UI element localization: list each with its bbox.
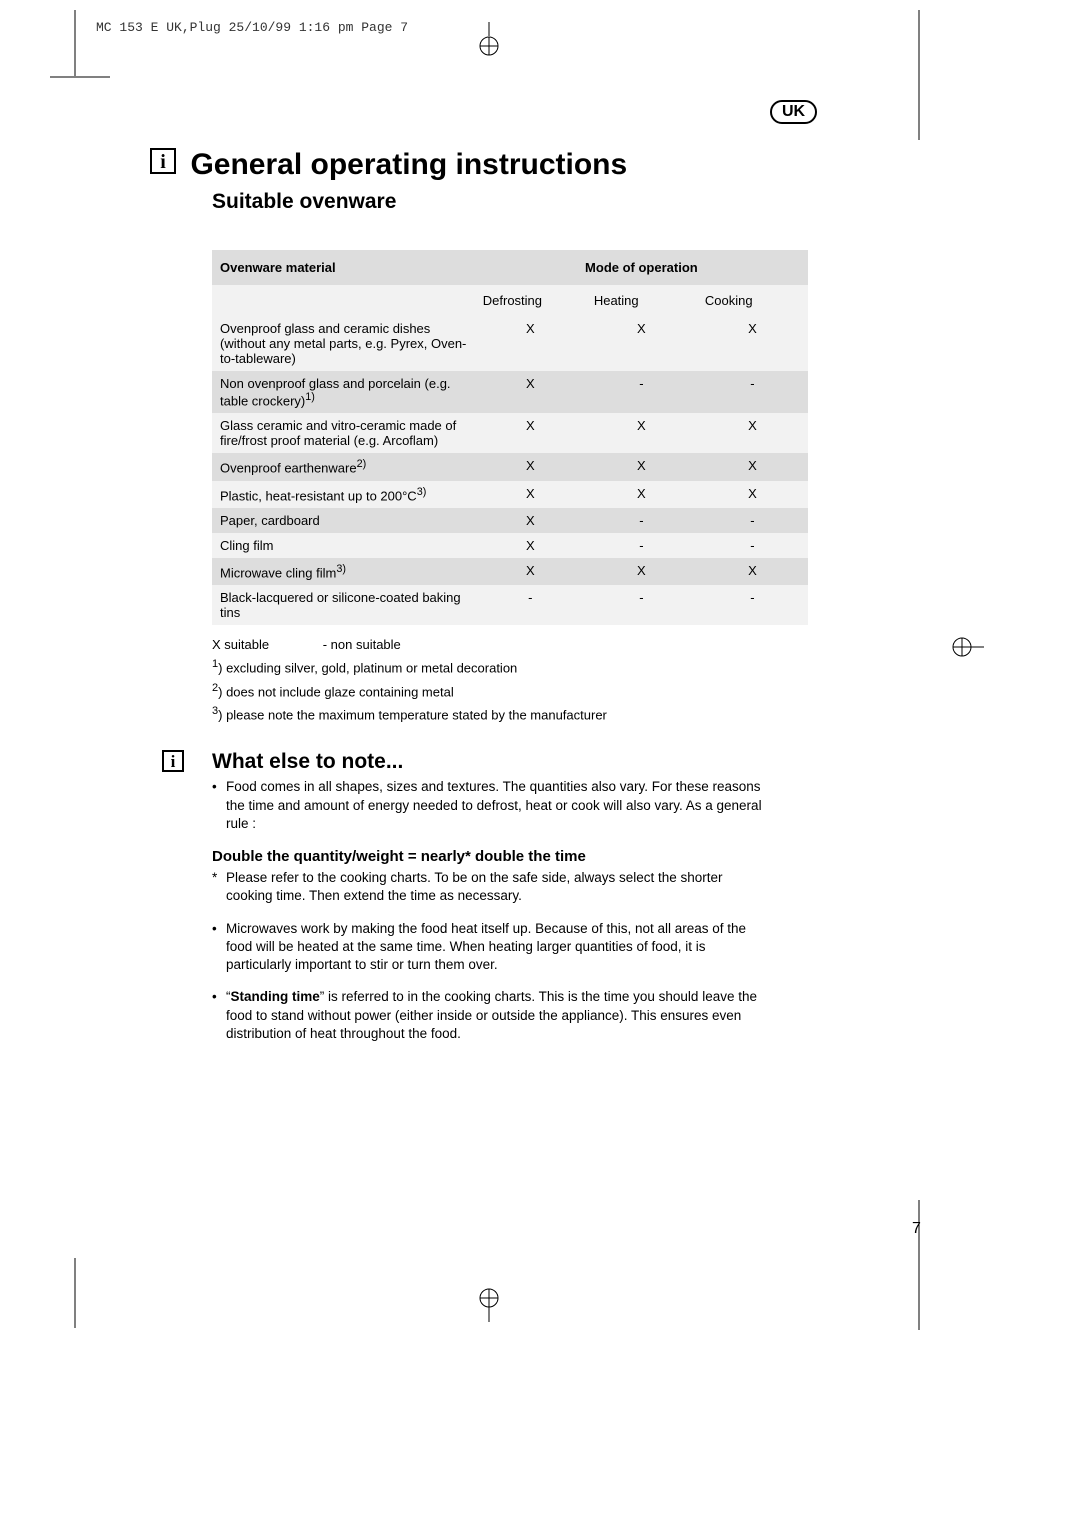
cell-material: Paper, cardboard xyxy=(212,508,475,533)
page-number: 7 xyxy=(912,1220,921,1238)
cell-op: - xyxy=(697,371,808,413)
bullet-3: “Standing time” is referred to in the co… xyxy=(212,988,772,1043)
main-content: i General operating instructions Suitabl… xyxy=(150,148,870,1057)
what-else-section: i What else to note... Food comes in all… xyxy=(212,750,870,1043)
cell-op: X xyxy=(475,558,586,585)
star-note: Please refer to the cooking charts. To b… xyxy=(212,869,772,905)
cell-op: X xyxy=(475,413,586,453)
cell-op: X xyxy=(475,533,586,558)
uk-badge: UK xyxy=(770,100,817,124)
th-mode: Mode of operation xyxy=(475,250,808,285)
cell-op: X xyxy=(475,481,586,508)
cell-material: Ovenproof earthenware2) xyxy=(212,453,475,480)
corner-tl xyxy=(50,76,120,95)
cell-op: X xyxy=(475,453,586,480)
th-defrosting: Defrosting xyxy=(475,285,586,316)
ovenware-table: Ovenware material Mode of operation Defr… xyxy=(212,250,808,625)
standing-time-bold: Standing time xyxy=(231,989,320,1004)
corner-bl xyxy=(74,1258,78,1333)
bullet-2: Microwaves work by making the food heat … xyxy=(212,920,772,975)
cell-material: Plastic, heat-resistant up to 200°C3) xyxy=(212,481,475,508)
cell-op: - xyxy=(586,371,697,413)
cell-op: X xyxy=(586,481,697,508)
legend-suitable: X suitable xyxy=(212,637,269,652)
info-icon: i xyxy=(162,750,184,772)
section2-title: What else to note... xyxy=(212,750,870,774)
cell-material: Non ovenproof glass and porcelain (e.g. … xyxy=(212,371,475,413)
cell-material: Black-lacquered or silicone-coated bakin… xyxy=(212,585,475,625)
table-row: Black-lacquered or silicone-coated bakin… xyxy=(212,585,808,625)
legend-nonsuitable: - non suitable xyxy=(323,637,401,652)
table-row: Ovenproof earthenware2)XXX xyxy=(212,453,808,480)
table-row: Non ovenproof glass and porcelain (e.g. … xyxy=(212,371,808,413)
table-row: Paper, cardboardX-- xyxy=(212,508,808,533)
crop-mark-top xyxy=(478,22,500,56)
legend: X suitable - non suitable xyxy=(212,637,870,652)
bullet-1: Food comes in all shapes, sizes and text… xyxy=(212,778,772,833)
footnotes: X suitable - non suitable 1) excluding s… xyxy=(212,637,870,722)
cell-material: Cling film xyxy=(212,533,475,558)
cell-op: X xyxy=(475,371,586,413)
footnote-2: 2) does not include glaze containing met… xyxy=(212,682,870,699)
crop-mark-bottom xyxy=(478,1288,500,1322)
cell-op: X xyxy=(697,413,808,453)
cell-material: Ovenproof glass and ceramic dishes (with… xyxy=(212,316,475,371)
cell-material: Glass ceramic and vitro-ceramic made of … xyxy=(212,413,475,453)
th-cooking: Cooking xyxy=(697,285,808,316)
page-subtitle: Suitable ovenware xyxy=(212,190,870,214)
subhead-double: Double the quantity/weight = nearly* dou… xyxy=(212,847,772,867)
corner-tl-v xyxy=(74,10,78,85)
cell-op: - xyxy=(586,508,697,533)
footnote-3: 3) please note the maximum temperature s… xyxy=(212,705,870,722)
cell-op: X xyxy=(697,453,808,480)
cell-op: X xyxy=(586,558,697,585)
table-row: Cling filmX-- xyxy=(212,533,808,558)
cell-op: - xyxy=(586,585,697,625)
title-row: i General operating instructions xyxy=(150,148,870,182)
cell-op: - xyxy=(697,585,808,625)
table-row: Microwave cling film3)XXX xyxy=(212,558,808,585)
crop-mark-right xyxy=(950,636,984,658)
cell-material: Microwave cling film3) xyxy=(212,558,475,585)
cell-op: - xyxy=(475,585,586,625)
cell-op: X xyxy=(475,508,586,533)
cell-op: - xyxy=(586,533,697,558)
th-heating: Heating xyxy=(586,285,697,316)
ovenware-table-wrap: Ovenware material Mode of operation Defr… xyxy=(212,250,808,625)
footnote-1: 1) excluding silver, gold, platinum or m… xyxy=(212,658,870,675)
info-icon: i xyxy=(150,148,176,174)
cell-op: X xyxy=(697,558,808,585)
cell-op: X xyxy=(697,481,808,508)
table-row: Plastic, heat-resistant up to 200°C3)XXX xyxy=(212,481,808,508)
print-header: MC 153 E UK,Plug 25/10/99 1:16 pm Page 7 xyxy=(96,20,408,35)
th-blank xyxy=(212,285,475,316)
cell-op: X xyxy=(586,413,697,453)
cell-op: X xyxy=(586,316,697,371)
table-row: Ovenproof glass and ceramic dishes (with… xyxy=(212,316,808,371)
cell-op: X xyxy=(697,316,808,371)
th-material: Ovenware material xyxy=(212,250,475,285)
cell-op: X xyxy=(475,316,586,371)
page-title: General operating instructions xyxy=(190,148,627,182)
cell-op: X xyxy=(586,453,697,480)
table-row: Glass ceramic and vitro-ceramic made of … xyxy=(212,413,808,453)
corner-tr-v xyxy=(918,10,922,145)
section2-body: Food comes in all shapes, sizes and text… xyxy=(212,778,772,1043)
cell-op: - xyxy=(697,533,808,558)
cell-op: - xyxy=(697,508,808,533)
